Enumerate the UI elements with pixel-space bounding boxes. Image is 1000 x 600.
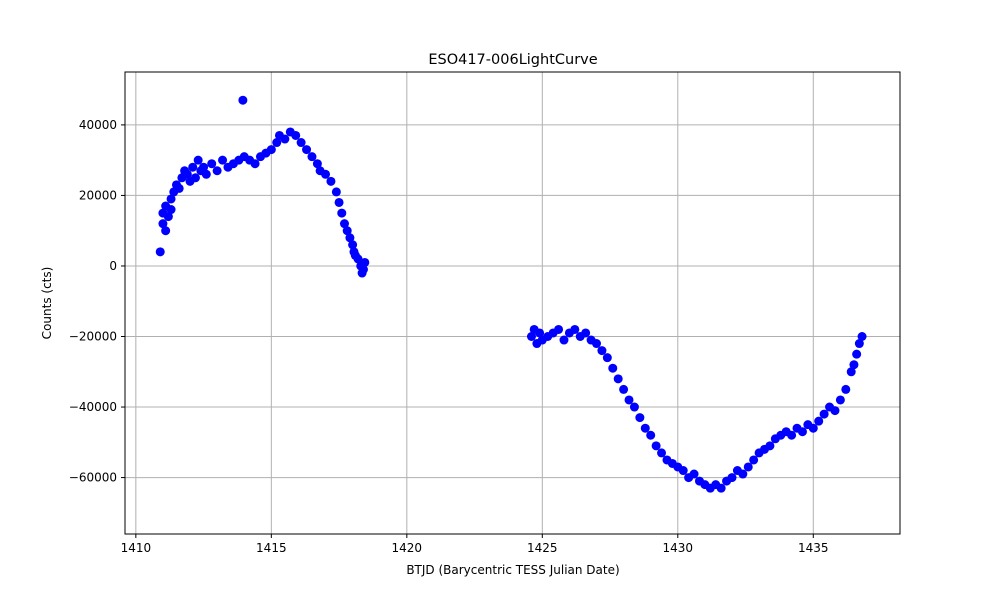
x-tick-label: 1410 (121, 541, 152, 555)
chart-title: ESO417-006LightCurve (428, 52, 597, 68)
data-point (535, 328, 545, 338)
x-tick-label: 1435 (798, 541, 829, 555)
data-point (559, 335, 569, 345)
grid-lines (125, 72, 900, 534)
data-point (592, 339, 602, 349)
axis-ticks: 1410 1415 1420 1425 1430 1435 −60000 −40000 −200… (69, 118, 829, 555)
data-point (190, 173, 200, 183)
data-point (331, 187, 341, 197)
data-point (635, 413, 645, 423)
data-point (155, 247, 165, 257)
data-point (337, 208, 347, 218)
data-point (743, 462, 753, 472)
data-point (749, 455, 759, 465)
y-tick-label: 40000 (79, 118, 117, 132)
data-point (651, 441, 661, 451)
data-point (339, 219, 349, 229)
data-point (797, 427, 807, 437)
data-point (640, 423, 650, 433)
data-point (348, 240, 358, 250)
data-point (849, 360, 859, 370)
y-tick-label: −40000 (69, 400, 117, 414)
data-point (808, 423, 818, 433)
data-point (158, 219, 168, 229)
data-point (218, 155, 228, 165)
data-point (581, 328, 591, 338)
plot-frame (124, 71, 901, 535)
data-point (554, 324, 564, 334)
data-point (199, 162, 209, 172)
data-point (716, 483, 726, 493)
data-point (307, 152, 317, 162)
data-point (624, 395, 634, 405)
data-point (814, 416, 824, 426)
data-point (841, 384, 851, 394)
y-axis-label: Counts (cts) (40, 267, 54, 340)
data-point (787, 430, 797, 440)
data-point (835, 395, 845, 405)
data-point (201, 169, 211, 179)
data-point (358, 264, 368, 274)
data-point (852, 349, 862, 359)
x-tick-label: 1430 (663, 541, 694, 555)
data-point (345, 233, 355, 243)
data-point (629, 402, 639, 412)
data-point (857, 332, 867, 342)
data-point (570, 324, 580, 334)
data-point (193, 155, 203, 165)
data-point (212, 166, 222, 176)
data-point (830, 406, 840, 416)
data-point (727, 473, 737, 483)
data-point (207, 159, 217, 169)
data-point (163, 212, 173, 222)
data-point (657, 448, 667, 458)
y-tick-label: 0 (109, 259, 117, 273)
data-point (280, 134, 290, 144)
x-axis-label: BTJD (Barycentric TESS Julian Date) (406, 563, 619, 577)
x-tick-label: 1425 (527, 541, 558, 555)
data-point (689, 469, 699, 479)
data-point (360, 257, 370, 267)
data-point (188, 162, 198, 172)
data-point (291, 130, 301, 140)
x-tick-label: 1415 (256, 541, 287, 555)
data-point (326, 176, 336, 186)
data-point (166, 205, 176, 215)
data-point (166, 194, 176, 204)
data-point (678, 466, 688, 476)
data-points (155, 95, 867, 493)
data-point (602, 353, 612, 363)
data-point (738, 469, 748, 479)
data-point (302, 145, 312, 155)
data-point (342, 226, 352, 236)
data-point (174, 183, 184, 193)
data-point (334, 197, 344, 207)
data-point (608, 363, 618, 373)
y-tick-label: −60000 (69, 471, 117, 485)
data-point (312, 159, 322, 169)
data-point (854, 339, 864, 349)
data-point (266, 145, 276, 155)
data-point (846, 367, 856, 377)
y-tick-label: 20000 (79, 188, 117, 202)
data-point (597, 346, 607, 356)
data-point (765, 441, 775, 451)
data-point (161, 226, 171, 236)
data-point (238, 95, 248, 105)
data-point (321, 169, 331, 179)
x-tick-label: 1420 (392, 541, 423, 555)
data-point (272, 138, 282, 148)
data-point (526, 332, 536, 342)
data-point (619, 384, 629, 394)
data-point (250, 159, 260, 169)
data-point (296, 138, 306, 148)
data-point (646, 430, 656, 440)
data-point (613, 374, 623, 384)
data-point (819, 409, 829, 419)
data-point (182, 169, 192, 179)
data-point (353, 254, 363, 264)
y-tick-label: −20000 (69, 330, 117, 344)
